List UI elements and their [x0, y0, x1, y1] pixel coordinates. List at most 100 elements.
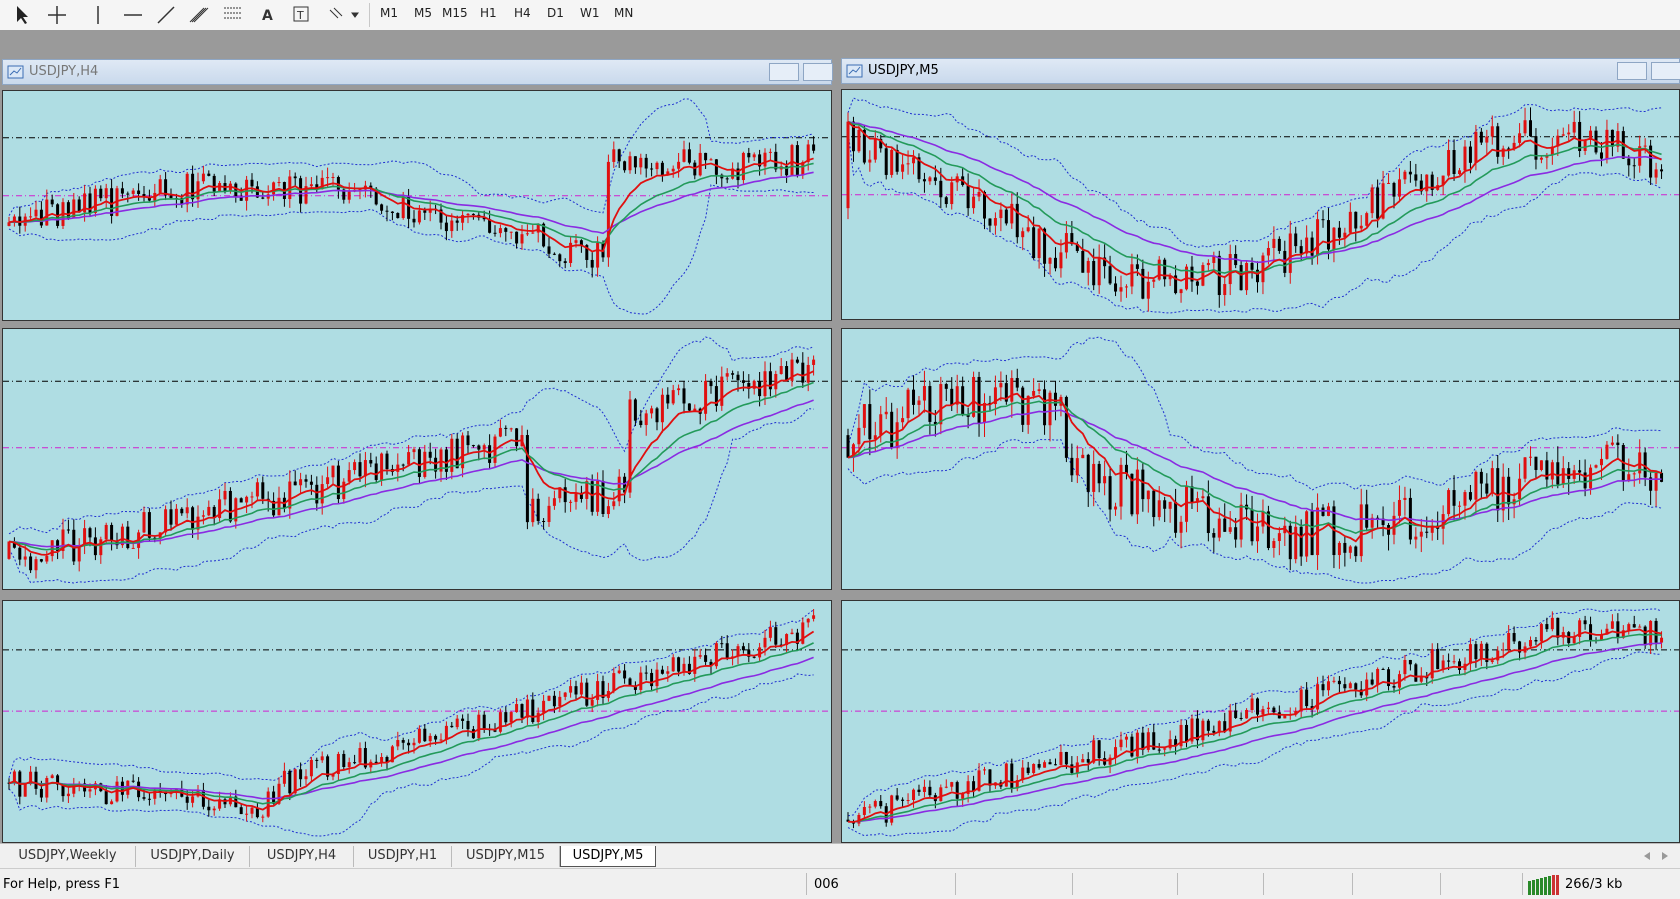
- candle-body: [569, 686, 573, 693]
- tab[interactable]: USDJPY,Daily: [136, 846, 250, 867]
- candle-body: [1310, 706, 1314, 710]
- candle-body: [890, 411, 894, 448]
- timeframe-button[interactable]: W1: [580, 6, 600, 20]
- candle-body: [846, 121, 850, 209]
- tab[interactable]: USDJPY,Weekly: [0, 846, 136, 867]
- candle-body: [29, 556, 33, 571]
- candle-body: [1081, 759, 1085, 763]
- tab[interactable]: USDJPY,H4: [250, 846, 354, 867]
- candle-body: [1195, 718, 1199, 741]
- candle-body: [1468, 492, 1472, 500]
- candle-body: [185, 507, 189, 514]
- candle-body: [1359, 689, 1363, 696]
- candle-body: [461, 215, 465, 223]
- candle-body: [61, 529, 65, 552]
- candle-body: [574, 686, 578, 695]
- candle-body: [180, 508, 184, 514]
- candle-body: [423, 210, 427, 213]
- candle-body: [725, 643, 729, 659]
- candle-body: [1534, 136, 1538, 160]
- maximize-button[interactable]: [1651, 62, 1680, 80]
- candle-body: [515, 231, 519, 244]
- candle-body: [212, 175, 216, 192]
- moving-average-slow: [847, 409, 1662, 523]
- candle-body: [623, 670, 627, 679]
- divider: [1352, 873, 1353, 895]
- candle-body: [417, 728, 421, 743]
- candle-body: [407, 742, 411, 746]
- candle-body: [1217, 721, 1221, 733]
- candle-body: [585, 682, 589, 706]
- candle-body: [966, 185, 970, 209]
- candle-body: [1015, 203, 1019, 238]
- candle-body: [1392, 515, 1396, 535]
- candle-body: [1168, 275, 1172, 280]
- candle-body: [1419, 180, 1423, 192]
- candle-body: [1583, 472, 1587, 489]
- candle-body: [1572, 636, 1576, 644]
- candle-body: [879, 138, 883, 149]
- candle-body: [1195, 498, 1199, 503]
- candle-body: [201, 789, 205, 807]
- candle-body: [1299, 526, 1303, 557]
- tab[interactable]: USDJPY,H1: [354, 846, 452, 867]
- moving-average-mid: [8, 162, 814, 245]
- candle-body: [868, 404, 872, 440]
- candle-body: [1610, 129, 1614, 147]
- moving-average-fast: [8, 157, 814, 253]
- candle-body: [1043, 228, 1047, 264]
- candle-body: [790, 145, 794, 176]
- candle-body: [741, 380, 745, 383]
- minimize-button[interactable]: [769, 63, 799, 81]
- candle-body: [993, 218, 997, 226]
- candle-body: [890, 795, 894, 823]
- candle-body: [1228, 254, 1232, 285]
- candle-body: [126, 193, 130, 195]
- tab[interactable]: USDJPY,M5: [560, 846, 656, 867]
- candle-body: [261, 816, 265, 818]
- candle-body: [895, 422, 899, 448]
- candle-body: [917, 400, 921, 405]
- maximize-button[interactable]: [803, 63, 833, 81]
- candle-body: [928, 386, 932, 422]
- tab[interactable]: USDJPY,M15: [452, 846, 560, 867]
- candle-body: [790, 632, 794, 635]
- candle-body: [1141, 732, 1145, 750]
- candle-body: [862, 129, 866, 163]
- timeframe-button[interactable]: M5: [414, 6, 432, 20]
- candle-body: [1097, 463, 1101, 484]
- candle-body: [315, 184, 319, 190]
- candle-body: [218, 799, 222, 809]
- candle-body: [612, 149, 616, 162]
- timeframe-button[interactable]: MN: [614, 6, 634, 20]
- candle-body: [785, 166, 789, 176]
- candle-body: [304, 776, 308, 780]
- timeframe-button[interactable]: M1: [380, 6, 398, 20]
- candle-body: [385, 210, 389, 212]
- candle-body: [1474, 131, 1478, 163]
- candle-body: [1266, 511, 1270, 548]
- minimize-button[interactable]: [1617, 62, 1647, 80]
- candle-body: [412, 742, 416, 746]
- candle-body: [558, 254, 562, 262]
- candle-body: [1403, 171, 1407, 180]
- candle-body: [1256, 269, 1259, 283]
- traffic: 266/3 kb: [1565, 877, 1623, 892]
- candle-body: [1605, 129, 1609, 159]
- candle-body: [1616, 442, 1620, 446]
- candle-body: [1512, 142, 1516, 149]
- candle-body: [104, 791, 108, 805]
- candle-body: [1458, 170, 1462, 174]
- timeframe-button[interactable]: H4: [514, 6, 531, 20]
- candle-body: [1223, 721, 1227, 732]
- timeframe-button[interactable]: M15: [442, 6, 468, 20]
- tab-scroll[interactable]: [1630, 844, 1680, 869]
- timeframe-button[interactable]: H1: [480, 6, 497, 20]
- timeframe-button[interactable]: D1: [547, 6, 564, 20]
- candle-body: [509, 428, 513, 430]
- candle-body: [895, 795, 899, 800]
- candle-body: [255, 807, 259, 818]
- candle-body: [1550, 146, 1554, 155]
- candle-body: [747, 650, 751, 657]
- candle-body: [1179, 289, 1183, 294]
